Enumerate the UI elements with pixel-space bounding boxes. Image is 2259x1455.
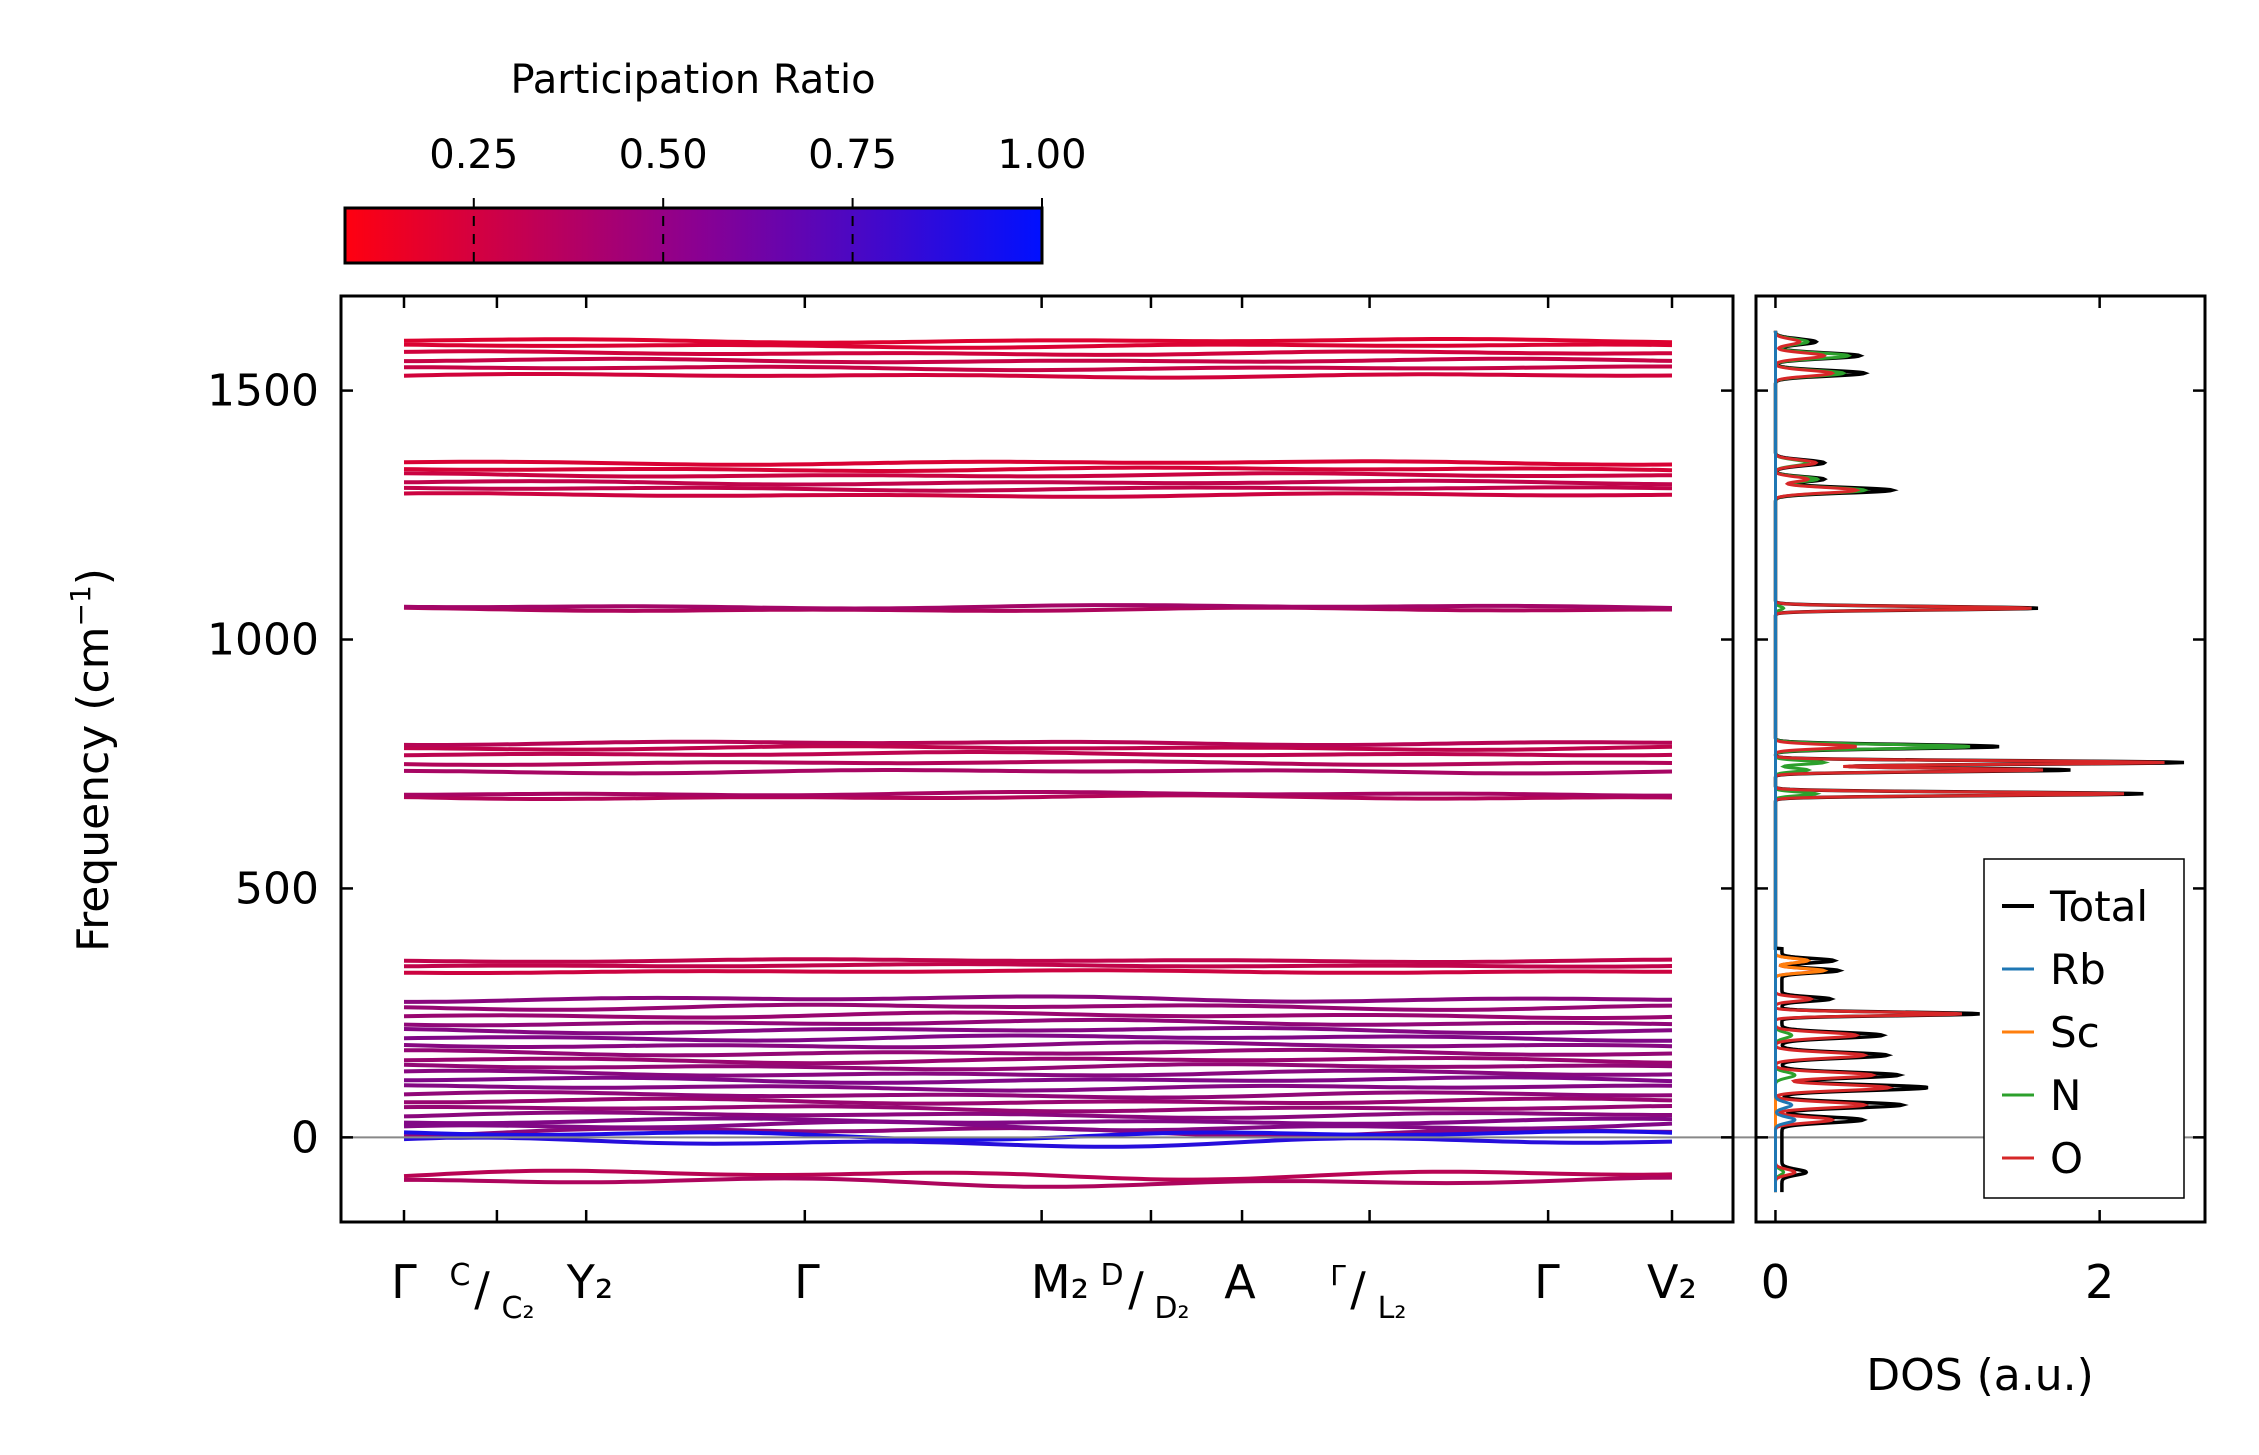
dos-x-axis-label: DOS (a.u.): [1866, 1350, 2094, 1401]
kpoint-label-m2: M₂: [1031, 1255, 1089, 1309]
band-y-ticks: 0 500 1000 1500: [207, 366, 1733, 1163]
band-line: [403, 459, 1673, 467]
band-line: [403, 1083, 1673, 1093]
band-line: [403, 465, 1673, 473]
band-line: [404, 1075, 1673, 1085]
band-line: [403, 744, 1673, 752]
band-line: [403, 1129, 1673, 1142]
band-line: [403, 1110, 1672, 1120]
band-line: [404, 356, 1673, 365]
band-line: [403, 1026, 1673, 1036]
legend-label-rb: Rb: [2050, 945, 2106, 994]
band-panel: 0 500 1000 1500 Frequency (cm−1) Γ C / C₂ Y…: [64, 294, 2205, 1326]
colorbar: Participation Ratio 0.25 0.50 0.75 1.00: [343, 57, 1087, 265]
band-line: [403, 750, 1673, 758]
band-line: [403, 1168, 1673, 1182]
dos-x-tick-label: 2: [2085, 1255, 2114, 1309]
band-axes-frame: [339, 294, 1735, 1224]
y-tick-label: 1500: [207, 366, 319, 417]
band-line: [403, 759, 1673, 767]
band-line: [403, 372, 1673, 380]
dos-line-o: [1773, 330, 2165, 1193]
kpoint-label-d-sup: D: [1100, 1258, 1123, 1293]
band-line: [403, 342, 1673, 350]
band-line: [403, 603, 1673, 611]
kpoint-label-y2: Y₂: [566, 1255, 614, 1309]
band-line: [403, 962, 1673, 969]
kpoint-label-gamma-sup: Γ: [1330, 1259, 1346, 1292]
band-line: [403, 1002, 1673, 1012]
band-line: [404, 1047, 1673, 1058]
colorbar-tick-label: 0.50: [619, 132, 708, 178]
band-line: [404, 994, 1673, 1004]
band-line: [403, 471, 1673, 479]
kpoint-label-c-sup: C: [450, 1258, 471, 1293]
dos-x-tick-label: 0: [1761, 1255, 1790, 1309]
legend-label-sc: Sc: [2050, 1008, 2100, 1057]
band-line: [404, 1175, 1673, 1189]
band-line: [403, 768, 1673, 776]
kpoint-label-gamma-3: Γ: [1534, 1255, 1560, 1309]
band-line: [403, 1062, 1673, 1072]
band-k-ticks: [402, 296, 1674, 1222]
kpoint-label-gamma-2: Γ: [794, 1255, 820, 1309]
band-line: [403, 1010, 1673, 1020]
band-line: [403, 491, 1673, 499]
dos-legend: Total Rb Sc NO: [1983, 858, 2185, 1199]
band-line: [403, 1040, 1673, 1050]
y-tick-label: 1000: [207, 615, 319, 666]
band-line: [403, 1055, 1673, 1066]
band-line: [403, 605, 1672, 613]
dos-line-rb: [1774, 330, 1797, 1193]
colorbar-tick-label: 0.75: [808, 132, 897, 178]
band-line: [403, 793, 1673, 801]
colorbar-gradient: [343, 206, 1044, 265]
kpoint-label-a: A: [1224, 1255, 1256, 1309]
colorbar-tick-label: 0.25: [429, 132, 518, 178]
legend-label-n: N: [2050, 1071, 2081, 1120]
band-line: [403, 349, 1673, 357]
y-tick-label: 500: [235, 863, 319, 914]
band-line: [403, 478, 1673, 487]
dos-lines: [1773, 330, 2185, 1193]
kpoint-labels: Γ C / C₂ Y₂ Γ M₂ D / D₂ A Γ / L₂ Γ V₂: [391, 1255, 1697, 1326]
kpoint-label-v2: V₂: [1647, 1255, 1697, 1309]
band-line: [404, 364, 1672, 373]
kpoint-label-slash: /: [474, 1262, 490, 1316]
band-line: [403, 739, 1673, 747]
band-line: [403, 968, 1673, 975]
band-line: [403, 1119, 1673, 1133]
kpoint-label-l2: L₂: [1378, 1291, 1407, 1326]
band-line: [404, 790, 1672, 798]
band-line: [403, 1135, 1673, 1149]
colorbar-tick-label: 1.00: [997, 132, 1086, 178]
band-line: [403, 337, 1673, 345]
colorbar-ticks: 0.25 0.50 0.75 1.00: [429, 132, 1087, 263]
band-line: [403, 1090, 1673, 1100]
band-line: [403, 1104, 1673, 1114]
band-line: [403, 1116, 1673, 1126]
legend-label-o: O: [2050, 1134, 2083, 1183]
kpoint-label-slash-3: /: [1350, 1262, 1366, 1316]
band-line: [403, 485, 1673, 493]
legend-label-total: Total: [2049, 882, 2148, 931]
kpoint-label-c2: C₂: [502, 1291, 535, 1326]
legend-frame: [1983, 858, 2185, 1199]
band-line: [403, 1068, 1673, 1078]
kpoint-label-gamma: Γ: [391, 1255, 417, 1309]
y-tick-label: 0: [291, 1112, 319, 1163]
kpoint-label-d2: D₂: [1154, 1291, 1189, 1326]
band-line: [403, 1033, 1672, 1043]
band-line: [403, 1017, 1673, 1028]
band-line: [403, 957, 1673, 964]
colorbar-title: Participation Ratio: [510, 57, 875, 103]
band-lines: [403, 337, 1673, 1189]
y-axis-label: Frequency (cm−1): [64, 568, 119, 952]
kpoint-label-slash-2: /: [1128, 1262, 1144, 1316]
dos-axes-frame: [1754, 294, 2207, 1224]
band-line: [404, 1096, 1673, 1106]
